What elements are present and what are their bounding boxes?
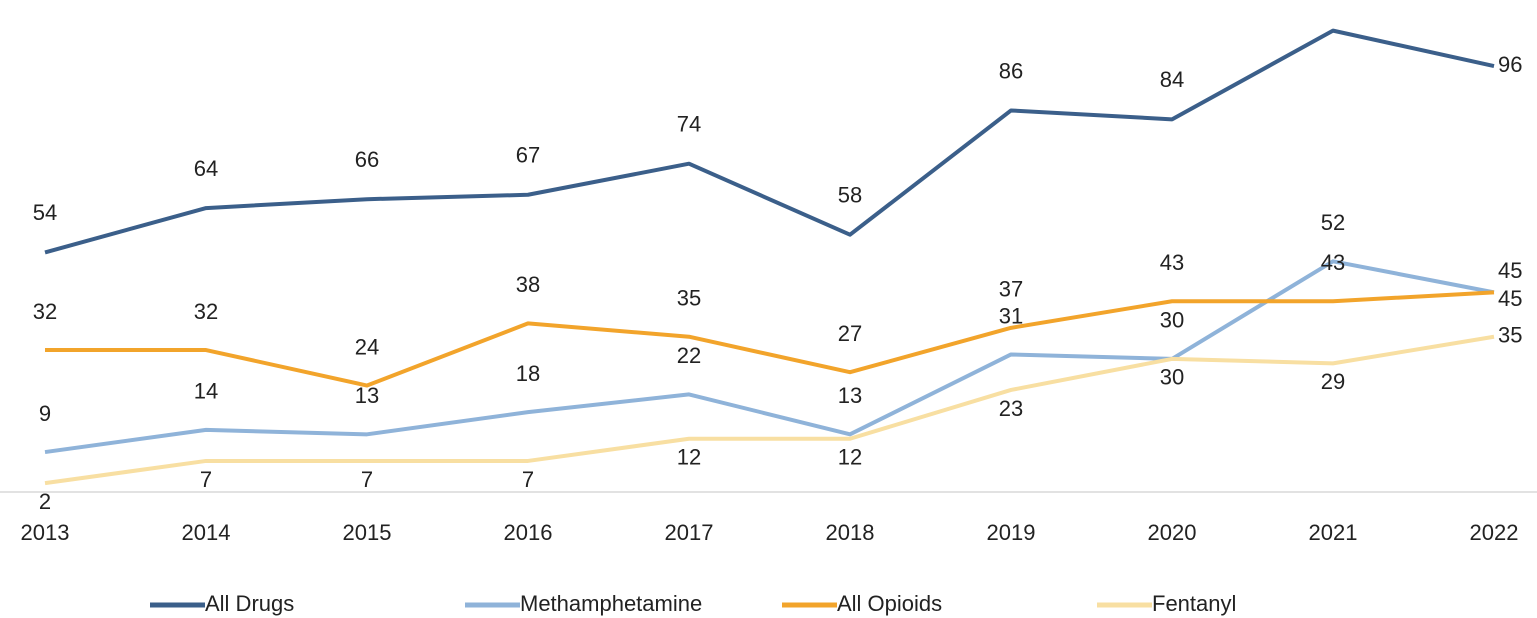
data-label: 9 xyxy=(39,401,51,426)
data-label: 45 xyxy=(1498,258,1522,283)
data-label: 18 xyxy=(516,361,540,386)
data-label: 2 xyxy=(39,489,51,514)
data-label: 86 xyxy=(999,58,1023,83)
x-tick-label: 2018 xyxy=(826,520,875,545)
data-label: 13 xyxy=(838,383,862,408)
data-label: 35 xyxy=(677,286,701,311)
x-tick-label: 2019 xyxy=(987,520,1036,545)
x-tick-label: 2014 xyxy=(182,520,231,545)
x-tick-label: 2013 xyxy=(21,520,70,545)
x-tick-label: 2021 xyxy=(1309,520,1358,545)
series-line xyxy=(44,259,1495,455)
data-label: 30 xyxy=(1160,365,1184,390)
series-line xyxy=(45,290,1495,388)
x-tick-label: 2016 xyxy=(504,520,553,545)
legend-label: Methamphetamine xyxy=(520,591,702,616)
x-tick-label: 2015 xyxy=(343,520,392,545)
data-label: 64 xyxy=(194,156,218,181)
data-label: 52 xyxy=(1321,210,1345,235)
data-label: 29 xyxy=(1321,369,1345,394)
data-label: 7 xyxy=(522,467,534,492)
x-tick-label: 2022 xyxy=(1470,520,1519,545)
data-label: 43 xyxy=(1160,250,1184,275)
legend-label: Fentanyl xyxy=(1152,591,1236,616)
data-label: 84 xyxy=(1160,67,1184,92)
series-line xyxy=(44,28,1495,255)
data-label: 32 xyxy=(33,299,57,324)
data-label: 43 xyxy=(1321,250,1345,275)
data-label: 54 xyxy=(33,200,57,225)
data-label: 12 xyxy=(838,445,862,470)
x-tick-label: 2020 xyxy=(1148,520,1197,545)
data-label: 96 xyxy=(1498,52,1522,77)
data-label: 27 xyxy=(838,321,862,346)
data-label: 30 xyxy=(1160,308,1184,333)
data-label: 31 xyxy=(999,303,1023,328)
data-label: 66 xyxy=(355,147,379,172)
data-label: 13 xyxy=(355,383,379,408)
data-label: 104 xyxy=(1315,0,1352,3)
legend-label: All Opioids xyxy=(837,591,942,616)
data-label: 32 xyxy=(194,299,218,324)
data-label: 24 xyxy=(355,334,379,359)
data-label: 45 xyxy=(1498,286,1522,311)
data-label: 12 xyxy=(677,445,701,470)
data-label: 67 xyxy=(516,143,540,168)
data-label: 22 xyxy=(677,343,701,368)
data-label: 35 xyxy=(1498,323,1522,348)
data-label: 58 xyxy=(838,183,862,208)
x-tick-label: 2017 xyxy=(665,520,714,545)
data-label: 74 xyxy=(677,112,701,137)
data-label: 37 xyxy=(999,277,1023,302)
series-line xyxy=(44,334,1495,486)
data-label: 38 xyxy=(516,272,540,297)
data-label: 23 xyxy=(999,396,1023,421)
data-label: 7 xyxy=(361,467,373,492)
data-label: 14 xyxy=(194,379,218,404)
legend-label: All Drugs xyxy=(205,591,294,616)
data-label: 7 xyxy=(200,467,212,492)
